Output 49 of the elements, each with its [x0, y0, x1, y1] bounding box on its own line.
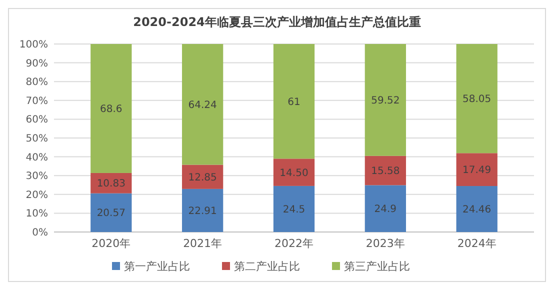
bar — [456, 44, 498, 154]
y-tick-label: 60% — [26, 114, 48, 126]
data-label: 14.50 — [280, 168, 308, 179]
bar — [456, 186, 498, 232]
data-label: 59.52 — [371, 95, 400, 106]
y-tick-label: 20% — [26, 190, 48, 201]
y-tick-label: 90% — [26, 58, 48, 70]
data-label: 64.24 — [188, 100, 217, 111]
data-label: 12.85 — [188, 172, 217, 184]
bar — [182, 188, 224, 232]
data-label: 58.05 — [462, 94, 492, 106]
data-label: 22.91 — [188, 206, 217, 217]
x-tick-label: 2022年 — [274, 237, 314, 250]
bar — [182, 44, 224, 165]
y-tick-label: 50% — [26, 134, 48, 144]
bar — [182, 164, 224, 189]
bar — [456, 153, 498, 186]
bar — [364, 44, 406, 156]
y-tick-label: 0% — [32, 228, 48, 238]
data-label: 24.9 — [374, 204, 397, 216]
data-label: 15.58 — [371, 166, 400, 178]
legend-label: 第三产业占比 — [344, 260, 410, 273]
legend-label: 第二产业占比 — [234, 260, 300, 273]
y-tick-label: 70% — [26, 96, 48, 107]
y-tick-label: 40% — [26, 152, 48, 164]
data-label: 68.6 — [100, 104, 122, 115]
data-label: 61 — [288, 96, 300, 108]
bar — [273, 186, 315, 232]
y-tick-label: 80% — [26, 77, 48, 88]
bar — [364, 185, 406, 232]
x-tick-label: 2021年 — [183, 237, 222, 250]
x-tick-label: 2023年 — [366, 237, 405, 250]
legend-label: 第一产业占比 — [124, 260, 190, 273]
x-tick-label: 2024年 — [457, 237, 496, 250]
bar — [364, 156, 406, 186]
data-label: 17.49 — [462, 165, 492, 176]
y-tick-label: 10% — [26, 208, 48, 220]
data-label: 24.5 — [282, 204, 306, 216]
bar — [90, 193, 132, 232]
y-tick-label: 30% — [26, 171, 48, 182]
x-tick-label: 2020年 — [92, 237, 131, 250]
data-label: 20.57 — [96, 208, 126, 220]
chart-title: 2020-2024年临夏县三次产业增加值占生产总值比重 — [133, 15, 421, 29]
data-label: 10.83 — [96, 178, 126, 190]
data-label: 24.46 — [462, 204, 492, 216]
bar — [273, 44, 315, 159]
bar — [90, 44, 132, 173]
y-tick-label: 100% — [19, 40, 48, 50]
bar — [273, 158, 315, 186]
